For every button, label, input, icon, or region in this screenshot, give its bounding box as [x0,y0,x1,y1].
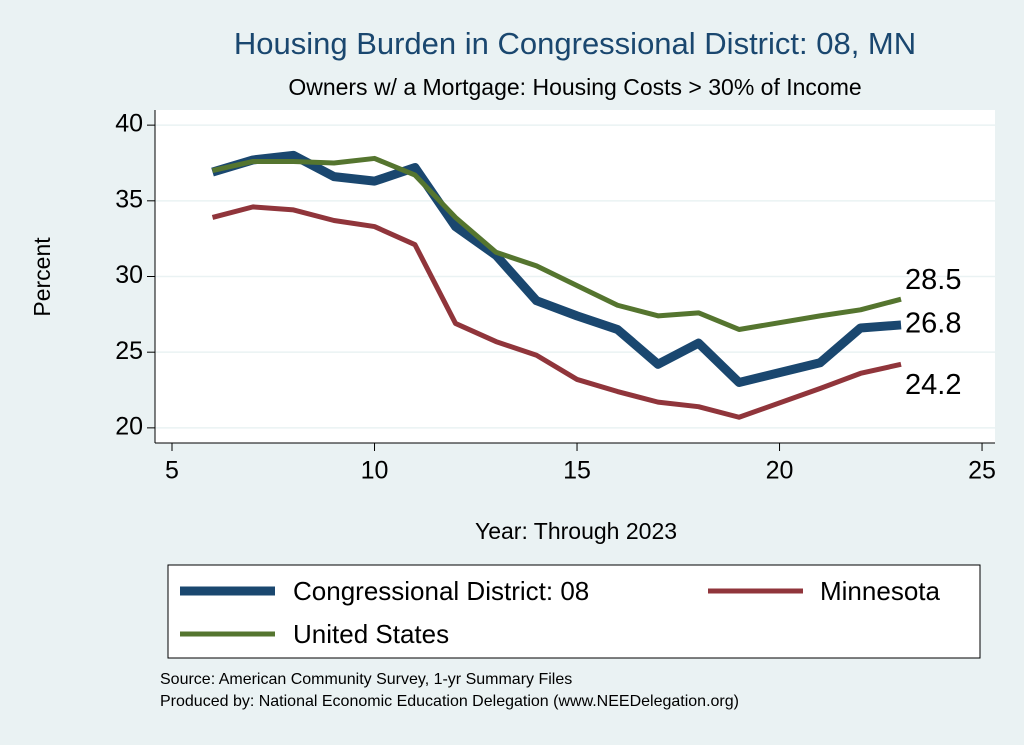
x-tick-label: 20 [766,457,794,485]
x-tick-label: 25 [968,457,996,485]
end-label: 28.5 [905,264,961,296]
y-tick-label: 40 [115,110,143,138]
series-line [211,150,902,387]
y-tick-label: 25 [115,337,143,365]
x-tick-label: 15 [563,457,591,485]
x-axis-label: Year: Through 2023 [475,518,677,544]
chart-title: Housing Burden in Congressional District… [234,26,916,61]
source-note: Source: American Community Survey, 1-yr … [160,671,572,688]
legend-label: Congressional District: 08 [293,576,589,606]
legend-label: United States [293,619,449,649]
x-tick-label: 5 [165,457,179,485]
end-label: 26.8 [905,308,961,340]
end-label: 24.2 [905,369,961,401]
producer-note: Produced by: National Economic Education… [160,693,739,710]
x-tick-label: 10 [361,457,389,485]
series-line [211,204,902,420]
chart-subtitle: Owners w/ a Mortgage: Housing Costs > 30… [288,74,861,100]
series-line [211,155,902,332]
y-tick-label: 30 [115,261,143,289]
y-axis-label: Percent [29,237,55,317]
legend-label: Minnesota [820,576,940,606]
y-tick-label: 35 [115,185,143,213]
legend [167,564,981,659]
y-tick-label: 20 [115,412,143,440]
